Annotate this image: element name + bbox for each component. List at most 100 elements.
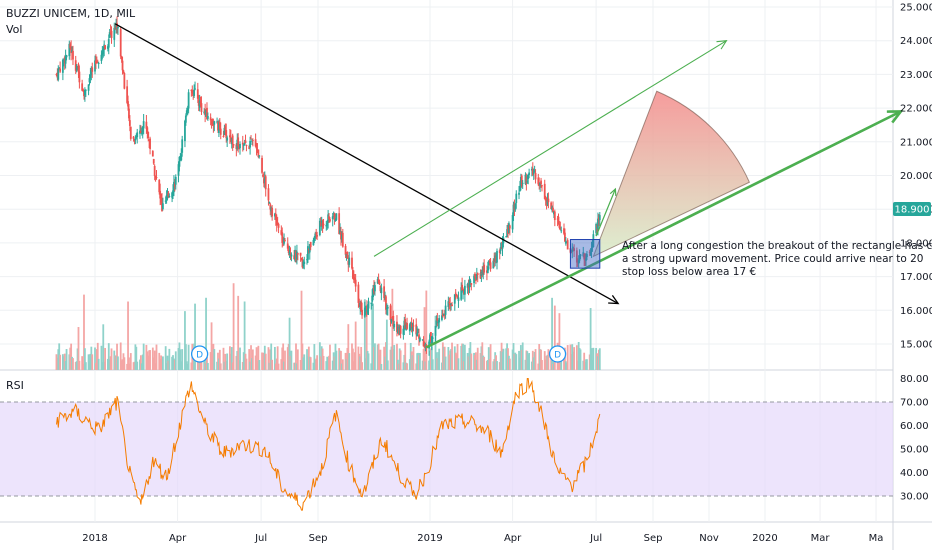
candle-body [287, 249, 290, 253]
drawings[interactable] [114, 23, 904, 349]
candle-body [257, 149, 260, 158]
candle-body [269, 204, 272, 210]
price-tick-label: 15.000 [900, 340, 932, 351]
candle-body [344, 245, 347, 255]
volume-bar [344, 352, 347, 370]
volume-bar [391, 288, 394, 370]
volume-bar [162, 356, 164, 370]
volume-bar [322, 355, 325, 370]
time-tick-label: Mar [811, 533, 831, 544]
downtrend-line-arrowhead [608, 295, 620, 305]
candle-body [293, 255, 296, 260]
candle-body [397, 328, 400, 335]
candle-body [434, 325, 437, 336]
consolidation-rectangle [569, 239, 601, 269]
volume-bar [532, 357, 535, 370]
candle-body [372, 287, 374, 298]
candle-body [423, 344, 426, 346]
volume-bar [531, 350, 534, 370]
candle-body [352, 276, 355, 280]
candle-body [185, 110, 188, 115]
candle-body [508, 223, 510, 233]
candle-body [75, 68, 78, 70]
volume-bar [206, 362, 209, 370]
volume-bar [589, 308, 592, 370]
volume-bar [119, 342, 122, 370]
symbol-title: BUZZI UNICEM, 1D, MIL [6, 7, 136, 20]
candle-body [557, 216, 560, 223]
candle-body [319, 221, 322, 226]
volume-bar [508, 358, 511, 370]
candle-body [199, 102, 202, 105]
volume-bar [499, 351, 502, 370]
candle-body [462, 290, 464, 293]
volume-bar [570, 354, 573, 370]
volume-bar [425, 290, 428, 370]
volume-bar [577, 342, 580, 370]
dividend-marker[interactable]: D [548, 345, 567, 363]
volume-bar [505, 348, 508, 370]
candle-body [467, 284, 470, 288]
candle-body [103, 44, 106, 50]
candle-body [429, 334, 431, 344]
candle-body [354, 279, 357, 287]
candle-body [463, 285, 466, 295]
candle-body [475, 273, 478, 279]
candle-body [261, 157, 263, 173]
candle-body [193, 89, 196, 96]
price-tick-label: 25.000 [900, 3, 932, 14]
candle-body [177, 164, 180, 176]
candle-body [237, 137, 240, 147]
volume-bar [251, 358, 253, 370]
price-tick-label: 20.000 [900, 171, 932, 182]
volume-bar [457, 358, 460, 370]
candle-body [386, 306, 389, 309]
volume-bar [309, 357, 312, 370]
candle-body [416, 333, 419, 337]
candle-body [436, 318, 439, 321]
candle-body [374, 285, 376, 292]
candle-body [218, 121, 221, 130]
volume-bar [571, 344, 574, 370]
time-tick-label: Jul [254, 533, 267, 544]
candle-body [590, 248, 593, 252]
volume-bar [174, 351, 177, 370]
candle-body [120, 56, 123, 60]
volume-bar [564, 361, 567, 370]
volume-bar [461, 343, 464, 370]
volume-bar [103, 361, 106, 370]
candle-body [358, 304, 361, 307]
candle-body [108, 32, 111, 38]
candle-body [403, 320, 406, 330]
volume-bar [454, 352, 457, 370]
volume-bar [406, 363, 408, 370]
candle-body [218, 122, 220, 134]
candle-body [519, 186, 521, 192]
candle-body [89, 74, 92, 79]
candle-body [327, 214, 330, 223]
volume-bar [295, 343, 297, 370]
dividend-marker[interactable]: D [190, 345, 209, 363]
candle-body [589, 252, 592, 255]
candle-body [148, 139, 151, 141]
volume-bar [515, 354, 518, 370]
volume-bar [77, 327, 80, 370]
time-tick-label: 2019 [417, 533, 442, 544]
volume-bar [396, 343, 398, 370]
candle-body [78, 71, 81, 83]
candle-body [329, 219, 331, 222]
candle-body [128, 120, 131, 126]
volume-bar [372, 303, 374, 370]
volume-bar [346, 347, 349, 370]
candle-body [244, 140, 247, 144]
volume-bar [418, 355, 420, 370]
candle-body [84, 89, 87, 91]
candle-body [525, 176, 528, 184]
volume-bar [450, 348, 453, 370]
volume-bar [467, 356, 470, 370]
volume-bar [444, 356, 447, 370]
volume-bar [576, 360, 579, 370]
volume-bar [241, 361, 244, 370]
volume-bar [473, 352, 475, 370]
